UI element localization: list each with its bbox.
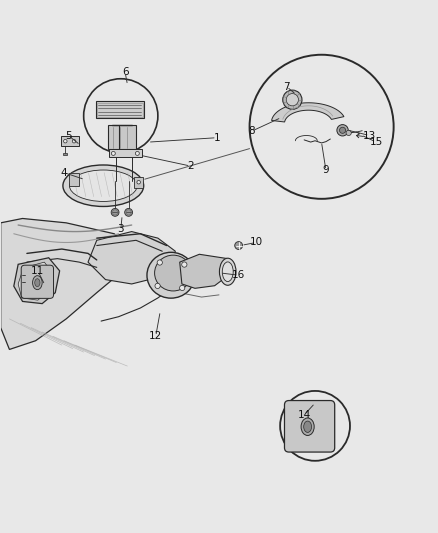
Polygon shape <box>272 103 344 122</box>
Text: 16: 16 <box>232 270 245 280</box>
Text: 10: 10 <box>250 238 263 247</box>
Bar <box>108 125 136 149</box>
Ellipse shape <box>301 418 314 435</box>
Circle shape <box>84 79 158 153</box>
Text: 9: 9 <box>323 165 329 175</box>
Bar <box>63 153 67 155</box>
Text: 14: 14 <box>297 410 311 420</box>
Ellipse shape <box>35 279 40 287</box>
Text: 2: 2 <box>187 161 194 171</box>
Ellipse shape <box>219 258 236 285</box>
Circle shape <box>111 208 119 216</box>
Text: 12: 12 <box>149 332 162 341</box>
Polygon shape <box>1 219 132 350</box>
Circle shape <box>346 130 351 135</box>
Circle shape <box>235 241 243 249</box>
Ellipse shape <box>304 421 311 432</box>
Circle shape <box>157 260 162 265</box>
Text: 13: 13 <box>363 131 376 141</box>
Ellipse shape <box>147 252 195 298</box>
Circle shape <box>337 125 348 136</box>
Bar <box>134 176 144 188</box>
Circle shape <box>286 94 298 106</box>
Circle shape <box>283 90 302 109</box>
Text: 7: 7 <box>283 82 290 92</box>
Text: 15: 15 <box>370 137 383 147</box>
Text: 5: 5 <box>65 131 72 141</box>
Text: 1: 1 <box>213 133 220 143</box>
Circle shape <box>125 208 133 216</box>
Ellipse shape <box>222 262 233 281</box>
Bar <box>69 173 79 185</box>
Ellipse shape <box>70 170 137 201</box>
Circle shape <box>111 151 115 156</box>
Circle shape <box>72 140 76 143</box>
Text: 4: 4 <box>61 168 67 177</box>
Bar <box>97 103 143 117</box>
FancyBboxPatch shape <box>285 400 335 452</box>
Polygon shape <box>14 258 60 304</box>
Ellipse shape <box>63 165 144 206</box>
Circle shape <box>182 262 187 267</box>
Circle shape <box>339 127 346 133</box>
Text: 11: 11 <box>31 266 44 276</box>
Circle shape <box>250 55 394 199</box>
Circle shape <box>64 140 67 143</box>
Text: 8: 8 <box>248 126 255 136</box>
Ellipse shape <box>32 276 42 289</box>
FancyBboxPatch shape <box>21 265 53 298</box>
Circle shape <box>137 181 141 184</box>
Circle shape <box>155 283 160 288</box>
Circle shape <box>180 285 185 290</box>
Polygon shape <box>18 262 53 300</box>
Bar <box>61 136 79 147</box>
Text: 3: 3 <box>117 224 124 235</box>
Circle shape <box>135 151 139 156</box>
Polygon shape <box>180 254 234 288</box>
Circle shape <box>280 391 350 461</box>
Bar <box>109 149 142 157</box>
Polygon shape <box>88 231 175 284</box>
Text: 6: 6 <box>122 67 128 77</box>
Ellipse shape <box>155 255 192 291</box>
Bar <box>96 101 144 118</box>
